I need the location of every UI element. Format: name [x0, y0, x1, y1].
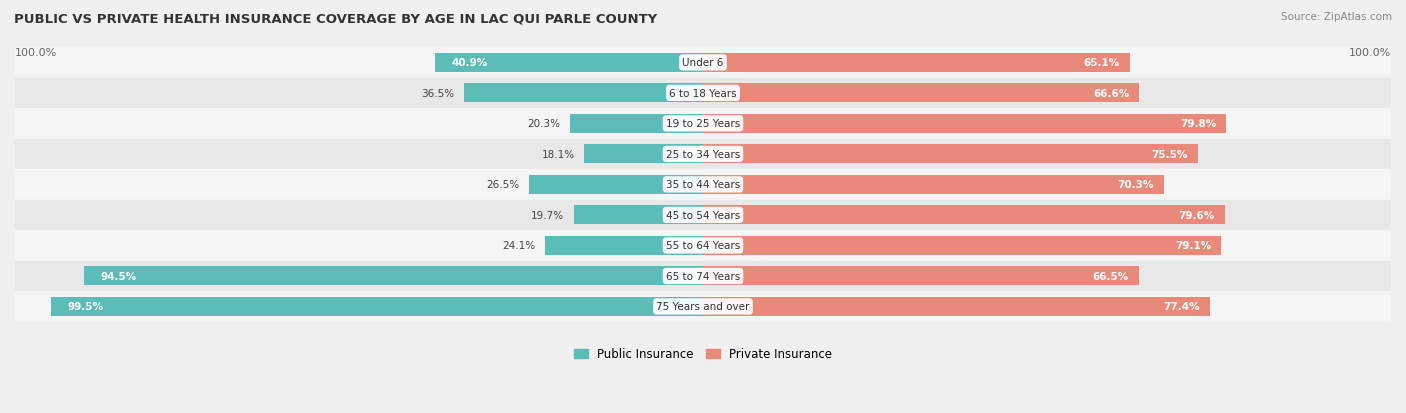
Bar	[15, 292, 1391, 322]
Text: 45 to 54 Years: 45 to 54 Years	[666, 210, 740, 221]
Bar	[703, 54, 1129, 73]
Text: 75.5%: 75.5%	[1152, 150, 1188, 159]
Text: 6 to 18 Years: 6 to 18 Years	[669, 89, 737, 99]
Bar	[703, 236, 1222, 255]
Text: 66.5%: 66.5%	[1092, 271, 1129, 281]
Text: 94.5%: 94.5%	[100, 271, 136, 281]
Bar	[15, 200, 1391, 230]
Text: 18.1%: 18.1%	[541, 150, 575, 159]
Bar	[15, 170, 1391, 200]
Text: 25 to 34 Years: 25 to 34 Years	[666, 150, 740, 159]
Bar	[15, 139, 1391, 170]
Text: 100.0%: 100.0%	[1348, 48, 1391, 58]
Bar	[15, 78, 1391, 109]
Text: 35 to 44 Years: 35 to 44 Years	[666, 180, 740, 190]
Text: Source: ZipAtlas.com: Source: ZipAtlas.com	[1281, 12, 1392, 22]
Text: 79.1%: 79.1%	[1175, 241, 1212, 251]
Text: 100.0%: 100.0%	[15, 48, 58, 58]
Bar	[464, 84, 703, 103]
Bar	[585, 145, 703, 164]
Bar	[703, 84, 1139, 103]
Text: 19 to 25 Years: 19 to 25 Years	[666, 119, 740, 129]
Text: 19.7%: 19.7%	[531, 210, 564, 221]
Text: 26.5%: 26.5%	[486, 180, 520, 190]
Text: 99.5%: 99.5%	[67, 302, 104, 312]
Bar	[703, 267, 1139, 286]
Text: 20.3%: 20.3%	[527, 119, 560, 129]
Text: PUBLIC VS PRIVATE HEALTH INSURANCE COVERAGE BY AGE IN LAC QUI PARLE COUNTY: PUBLIC VS PRIVATE HEALTH INSURANCE COVER…	[14, 12, 658, 25]
Text: 75 Years and over: 75 Years and over	[657, 302, 749, 312]
Bar	[530, 176, 703, 195]
Bar	[574, 206, 703, 225]
Bar	[703, 115, 1226, 133]
Text: 79.6%: 79.6%	[1178, 210, 1215, 221]
Bar	[703, 176, 1164, 195]
Bar	[84, 267, 703, 286]
Text: 79.8%: 79.8%	[1180, 119, 1216, 129]
Text: 70.3%: 70.3%	[1118, 180, 1154, 190]
Text: 40.9%: 40.9%	[451, 58, 488, 68]
Text: 66.6%: 66.6%	[1094, 89, 1129, 99]
Bar	[51, 297, 703, 316]
Bar	[15, 230, 1391, 261]
Bar	[703, 145, 1198, 164]
Text: 36.5%: 36.5%	[420, 89, 454, 99]
Text: 65 to 74 Years: 65 to 74 Years	[666, 271, 740, 281]
Bar	[15, 261, 1391, 292]
Text: 55 to 64 Years: 55 to 64 Years	[666, 241, 740, 251]
Bar	[15, 109, 1391, 139]
Bar	[703, 206, 1225, 225]
Text: 77.4%: 77.4%	[1164, 302, 1201, 312]
Bar	[434, 54, 703, 73]
Legend: Public Insurance, Private Insurance: Public Insurance, Private Insurance	[569, 343, 837, 366]
Bar	[15, 48, 1391, 78]
Bar	[546, 236, 703, 255]
Bar	[703, 297, 1211, 316]
Bar	[569, 115, 703, 133]
Text: 65.1%: 65.1%	[1084, 58, 1119, 68]
Text: 24.1%: 24.1%	[502, 241, 536, 251]
Text: Under 6: Under 6	[682, 58, 724, 68]
